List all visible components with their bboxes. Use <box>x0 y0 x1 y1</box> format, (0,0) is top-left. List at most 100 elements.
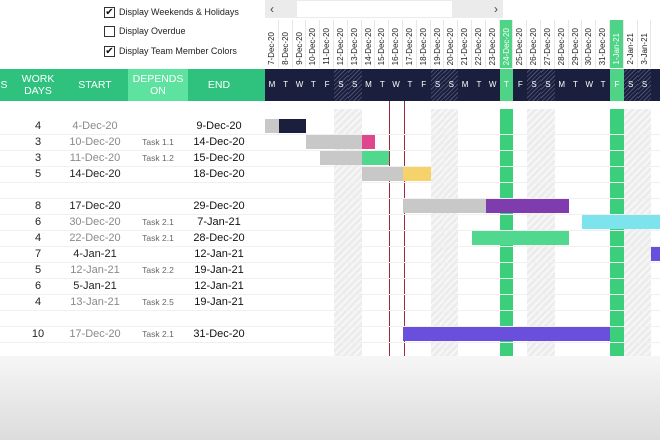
depends-on-cell <box>128 118 188 134</box>
bottom-background <box>0 356 660 440</box>
weekday-cell: F <box>517 80 523 89</box>
row-divider <box>0 326 660 327</box>
task-row[interactable]: 7 4-Jan-21 12-Jan-21 <box>0 246 265 262</box>
task-row[interactable]: 4 13-Jan-21 Task 2.5 19-Jan-21 <box>0 294 265 310</box>
header-depends-on: DEPENDS ON <box>128 69 188 101</box>
status-line-left <box>389 101 390 356</box>
task-row[interactable]: 6 30-Dec-20 Task 2.1 7-Jan-21 <box>0 214 265 230</box>
weekday-cell: S <box>623 69 638 101</box>
work-days-cell: 4 <box>34 120 42 132</box>
depends-on-cell: Task 2.1 <box>142 233 174 243</box>
task-row[interactable]: 5 12-Jan-21 Task 2.2 19-Jan-21 <box>0 262 265 278</box>
bar-task-2-done[interactable] <box>306 135 362 149</box>
date-column: 27-Dec-20 <box>541 20 555 68</box>
bar-task-13[interactable] <box>403 327 610 341</box>
end-date-cell <box>186 182 252 198</box>
date-label: 29-Dec-20 <box>570 27 580 65</box>
option-overdue[interactable]: Display Overdue <box>104 24 186 38</box>
work-days-cell: 4 <box>34 232 42 244</box>
date-label: 19-Dec-20 <box>432 27 442 65</box>
date-column: 18-Dec-20 <box>417 20 431 68</box>
depends-on-cell <box>128 310 188 326</box>
bar-task-5-remaining[interactable] <box>485 199 569 213</box>
bar-task-5-done[interactable] <box>403 199 486 213</box>
task-row[interactable]: 3 11-Dec-20 Task 1.2 15-Dec-20 <box>0 150 265 166</box>
work-days-cell: 8 <box>34 200 42 212</box>
date-label: 21-Dec-20 <box>460 27 470 65</box>
weekend-column <box>430 109 445 356</box>
date-column: 17-Dec-20 <box>403 20 417 68</box>
bar-task-1-done[interactable] <box>265 119 279 133</box>
date-label: 25-Dec-20 <box>515 27 525 65</box>
checkbox-weekends[interactable]: ✔ <box>104 6 115 18</box>
bar-task-3-done[interactable] <box>320 151 362 165</box>
date-column: 20-Dec-20 <box>444 20 459 68</box>
end-date-cell: 15-Dec-20 <box>193 152 245 164</box>
work-days-cell <box>18 182 58 198</box>
weekend-column <box>444 109 459 356</box>
date-label: 23-Dec-20 <box>487 27 497 65</box>
weekday-cell: M <box>268 80 276 89</box>
task-row[interactable]: 3 10-Dec-20 Task 1.1 14-Dec-20 <box>0 134 265 150</box>
weekday-cell: S <box>347 69 362 101</box>
task-row[interactable]: 6 5-Jan-21 12-Jan-21 <box>0 278 265 294</box>
scrollbar-thumb[interactable] <box>297 1 452 17</box>
scroll-right-icon[interactable]: › <box>494 2 498 16</box>
bar-task-4-done[interactable] <box>361 167 403 181</box>
weekend-column <box>637 109 652 356</box>
end-date-cell <box>186 310 252 326</box>
task-row[interactable]: 4 4-Dec-20 9-Dec-20 <box>0 118 265 134</box>
weekday-cell: W <box>295 80 304 89</box>
date-label: 1-Jan-21 <box>612 33 621 65</box>
task-row[interactable]: 4 22-Dec-20 Task 2.1 28-Dec-20 <box>0 230 265 246</box>
end-date-cell: 31-Dec-20 <box>193 328 245 340</box>
start-date-cell: 14-Dec-20 <box>69 168 121 180</box>
depends-on-cell <box>128 278 188 294</box>
date-label: 31-Dec-20 <box>598 27 608 65</box>
depends-on-cell: Task 2.1 <box>142 329 174 339</box>
bar-task-3-remaining[interactable] <box>361 151 390 165</box>
timeline-scrollbar[interactable]: ‹ › <box>265 0 503 18</box>
date-label: 10-Dec-20 <box>308 27 318 65</box>
checkbox-team-colors[interactable]: ✔ <box>104 45 115 57</box>
task-row[interactable]: 5 14-Dec-20 18-Dec-20 <box>0 166 265 182</box>
work-days-cell: 5 <box>34 168 42 180</box>
depends-on-cell <box>128 182 188 198</box>
bar-task-1-remaining[interactable] <box>278 119 307 133</box>
date-label: 24-Dec-20 <box>501 27 511 65</box>
weekday-cell: F <box>324 80 330 89</box>
option-weekends-holidays[interactable]: ✔ Display Weekends & Holidays <box>104 5 239 19</box>
row-divider <box>0 166 660 167</box>
weekday-cell: T <box>573 80 578 89</box>
start-date-cell: 13-Jan-21 <box>70 296 120 308</box>
date-column: 1-Jan-21 <box>610 20 624 68</box>
weekday-cell: T <box>600 80 606 89</box>
bar-task-7[interactable] <box>472 231 569 245</box>
start-date-cell <box>62 182 128 198</box>
row-divider <box>0 278 660 279</box>
option-label: Display Team Member Colors <box>119 46 237 56</box>
date-column: 24-Dec-20 <box>499 20 514 68</box>
scroll-left-icon[interactable]: ‹ <box>270 2 274 16</box>
checkbox-overdue[interactable] <box>104 25 115 37</box>
date-column: 25-Dec-20 <box>513 20 528 68</box>
date-label: 30-Dec-20 <box>584 27 594 65</box>
bar-task-6[interactable] <box>582 215 660 229</box>
date-column: 31-Dec-20 <box>596 20 610 68</box>
weekday-cell: S <box>527 69 541 101</box>
bar-task-4-remaining[interactable] <box>403 167 431 181</box>
row-divider <box>0 342 660 343</box>
row-divider <box>0 230 660 231</box>
weekday-cell: S <box>444 69 459 101</box>
task-row[interactable]: 10 17-Dec-20 Task 2.1 31-Dec-20 <box>0 326 265 342</box>
depends-on-cell: Task 1.2 <box>142 153 174 163</box>
weekday-cell: S <box>541 69 555 101</box>
bar-task-8[interactable] <box>651 247 660 261</box>
task-row[interactable] <box>0 182 265 198</box>
task-row[interactable] <box>0 310 265 326</box>
option-team-colors[interactable]: ✔ Display Team Member Colors <box>104 44 237 58</box>
task-row[interactable]: 8 17-Dec-20 29-Dec-20 <box>0 198 265 214</box>
work-days-cell: 5 <box>34 264 42 276</box>
bar-task-2-remaining[interactable] <box>361 135 376 149</box>
